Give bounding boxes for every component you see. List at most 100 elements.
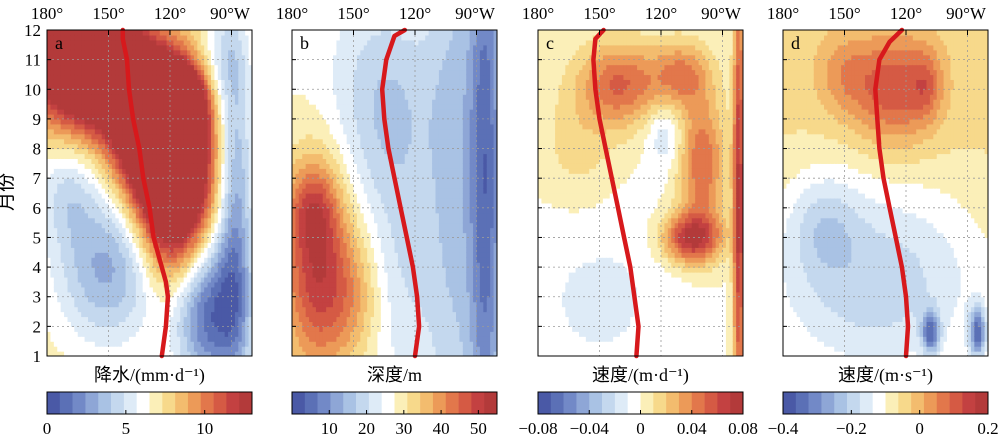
colorbar: 0 5 10	[43, 391, 253, 438]
colorbar-swatch	[783, 392, 797, 414]
colorbar-tick-label: 10	[321, 419, 338, 438]
colorbar-tick-label: −0.04	[570, 419, 610, 438]
x-tick-label: 90°W	[455, 4, 496, 23]
colorbar-swatch	[292, 392, 306, 414]
colorbar-swatch	[381, 392, 395, 414]
panel-c: c 180° 150° 120° 90°W 速度/(m·d⁻¹) −0.08 −0.04 0 0.…	[518, 4, 758, 438]
colorbar-swatch	[834, 392, 848, 414]
colorbar-swatch	[653, 392, 667, 414]
y-tick-label: 9	[33, 110, 42, 129]
colorbar-swatch	[123, 392, 137, 414]
series-line	[120, 27, 171, 359]
series-line	[591, 27, 641, 359]
colorbar-tick-label: 20	[358, 419, 375, 438]
colorbar-label: 深度/m	[367, 365, 422, 385]
panel-label: c	[546, 33, 554, 53]
y-axis-label: 月份	[0, 173, 17, 211]
colorbar-swatch	[213, 392, 227, 414]
panel-label: d	[791, 33, 800, 53]
y-tick-label: 5	[33, 228, 42, 247]
x-tick-label: 150°	[828, 4, 860, 23]
colorbar-swatch	[975, 392, 989, 414]
colorbar-swatch	[640, 392, 654, 414]
colorbar-swatch	[162, 392, 176, 414]
colorbar-swatch	[187, 392, 202, 414]
colorbar-swatch	[923, 392, 938, 414]
colorbar: −0.08 −0.04 0 0.04 0.08	[518, 391, 758, 438]
y-tick-label: 2	[33, 317, 42, 336]
panel-label: b	[300, 33, 309, 53]
colorbar-swatch	[691, 392, 705, 414]
colorbar-swatch	[847, 392, 861, 414]
y-tick-label: 4	[33, 258, 42, 277]
colorbar-frame	[46, 391, 253, 415]
colorbar-tick-label: −0.2	[836, 419, 867, 438]
colorbar-tick-label: 0	[43, 419, 52, 438]
x-tick-label: 90°W	[701, 4, 742, 23]
colorbar-tick-label: 40	[433, 419, 450, 438]
plot-frame	[291, 29, 498, 357]
x-tick-label: 90°W	[946, 4, 987, 23]
x-tick-label: 180°	[767, 4, 799, 23]
colorbar-swatch	[368, 392, 382, 414]
colorbar-swatch	[614, 392, 628, 414]
colorbar-swatch	[821, 392, 835, 414]
y-tick-label: 1	[33, 347, 42, 366]
colorbar-tick-label: 0.2	[977, 419, 998, 438]
colorbar-swatch	[962, 392, 976, 414]
heatmap-field	[47, 30, 252, 356]
colorbar-swatch	[471, 392, 485, 414]
y-tick-label: 8	[33, 140, 42, 159]
colorbar-swatch	[911, 392, 925, 414]
colorbar-swatch	[149, 392, 163, 414]
colorbar-swatch	[859, 392, 873, 414]
colorbar-swatch	[563, 392, 577, 414]
y-tick-label: 11	[25, 51, 41, 70]
heatmap-field	[783, 30, 988, 356]
colorbar-swatch	[420, 392, 434, 414]
x-tick-label: 90°W	[210, 4, 251, 23]
colorbar-swatch	[445, 392, 459, 414]
plot-frame	[46, 29, 253, 357]
colorbar-swatch	[175, 392, 189, 414]
colorbar-tick-label: 50	[470, 419, 487, 438]
colorbar-swatch	[484, 392, 498, 414]
colorbar-tick-label: 0	[636, 419, 645, 438]
series-line	[873, 27, 911, 359]
x-tick-label: 180°	[31, 4, 63, 23]
colorbar-swatch	[704, 392, 718, 414]
colorbar-swatch	[304, 392, 318, 414]
y-tick-label: 12	[24, 21, 41, 40]
heatmap-field	[538, 30, 743, 356]
colorbar-swatch	[458, 392, 472, 414]
x-tick-label: 150°	[92, 4, 124, 23]
x-tick-label: 120°	[399, 4, 431, 23]
colorbar-frame	[291, 391, 498, 415]
x-tick-label: 120°	[890, 4, 922, 23]
x-tick-label: 180°	[276, 4, 308, 23]
series-line	[379, 27, 422, 359]
colorbar-swatch	[47, 392, 61, 414]
y-tick-label: 3	[33, 288, 42, 307]
colorbar-swatch	[576, 392, 590, 414]
colorbar-swatch	[85, 392, 99, 414]
colorbar-swatch	[343, 392, 357, 414]
colorbar-swatch	[317, 392, 331, 414]
heatmap-field	[292, 30, 497, 356]
colorbar-swatch	[356, 392, 370, 414]
colorbar-label: 降水/(mm·d⁻¹)	[94, 365, 205, 386]
colorbar-tick-label: 0.04	[677, 419, 707, 438]
colorbar-swatch	[808, 392, 822, 414]
panel-b: b 180° 150° 120° 90°W 深度/m 10 20 30 40 50	[276, 4, 498, 438]
colorbar-tick-label: 5	[122, 419, 131, 438]
colorbar-swatch	[394, 392, 408, 414]
colorbar-swatch	[550, 392, 564, 414]
x-tick-label: 150°	[583, 4, 615, 23]
colorbar-swatch	[795, 392, 809, 414]
colorbar-label: 速度/(m·s⁻¹)	[838, 365, 933, 386]
colorbar-swatch	[72, 392, 86, 414]
colorbar-swatch	[136, 392, 150, 414]
